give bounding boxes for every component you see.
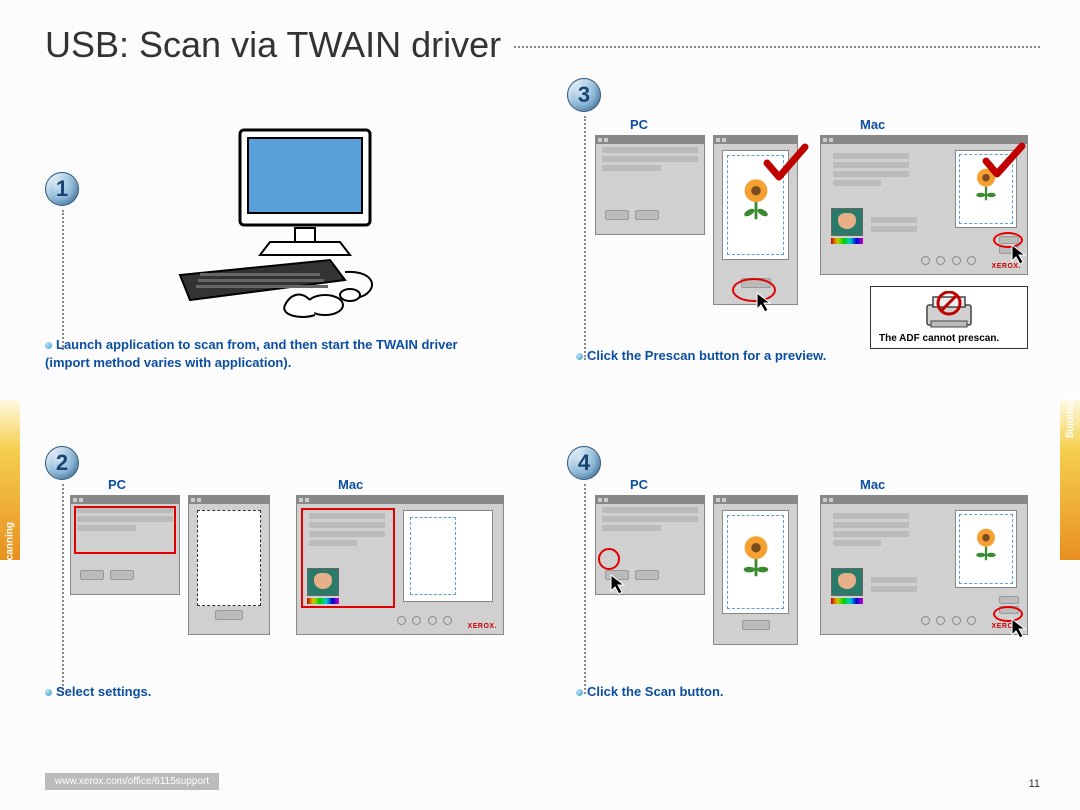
step4-caption: Click the Scan button. <box>576 683 724 701</box>
pc-label-2: PC <box>108 477 126 492</box>
side-tab-left: Scanning <box>0 400 20 560</box>
step2-pc-preview <box>188 495 270 635</box>
pc-label-3: PC <box>630 117 648 132</box>
adf-note-text: The ADF cannot prescan. <box>879 333 999 344</box>
page-title: USB: Scan via TWAIN driver <box>45 24 513 66</box>
step3-pc-preview <box>713 135 798 305</box>
mac-label-2: Mac <box>338 477 363 492</box>
step-badge-2: 2 <box>45 446 79 480</box>
dotted-rule-v4 <box>584 484 586 694</box>
bullet-icon <box>45 342 52 349</box>
flower-icon <box>737 533 775 581</box>
bullet-icon <box>576 353 583 360</box>
side-tab-label: Scanning <box>5 522 16 567</box>
checkmark-icon <box>763 141 809 187</box>
cursor-icon <box>609 573 627 595</box>
step2-caption: Select settings. <box>45 683 151 701</box>
step2-pc-settings <box>70 495 180 595</box>
dotted-rule-v1 <box>62 210 64 350</box>
cursor-icon <box>1010 617 1028 639</box>
bullet-icon <box>45 689 52 696</box>
dotted-rule-v3 <box>584 116 586 360</box>
step-badge-4: 4 <box>567 446 601 480</box>
step3-pc-settings <box>595 135 705 235</box>
mac-label-4: Mac <box>860 477 885 492</box>
step3-caption: Click the Prescan button for a preview. <box>576 347 826 365</box>
checkmark-icon <box>982 141 1026 185</box>
step2-mac-window: XEROX. <box>296 495 504 635</box>
step1-caption: Launch application to scan from, and the… <box>45 336 505 371</box>
step-badge-1: 1 <box>45 172 79 206</box>
side-tab-right: Scanning <box>1060 400 1080 560</box>
pc-label-4: PC <box>630 477 648 492</box>
step4-pc-preview <box>713 495 798 645</box>
cursor-icon <box>755 291 773 313</box>
cursor-icon <box>1010 243 1028 265</box>
step4-pc-settings <box>595 495 705 595</box>
page-number: 11 <box>1029 778 1040 790</box>
footer-url: www.xerox.com/office/6115support <box>45 773 219 790</box>
flower-icon <box>971 526 1001 564</box>
step4-mac-window: XEROX. <box>820 495 1028 635</box>
xerox-brand: XEROX. <box>468 623 497 630</box>
step-badge-3: 3 <box>567 78 601 112</box>
mac-label-3: Mac <box>860 117 885 132</box>
dotted-rule-v2 <box>62 484 64 694</box>
side-tab-label: Scanning <box>1065 393 1076 438</box>
step3-mac-window: XEROX. <box>820 135 1028 275</box>
printer-no-icon <box>919 291 979 331</box>
bullet-icon <box>576 689 583 696</box>
computer-illustration <box>150 120 410 330</box>
